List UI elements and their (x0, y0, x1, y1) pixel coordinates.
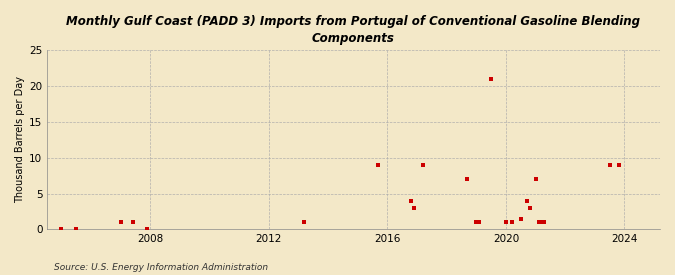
Title: Monthly Gulf Coast (PADD 3) Imports from Portugal of Conventional Gasoline Blend: Monthly Gulf Coast (PADD 3) Imports from… (66, 15, 641, 45)
Point (406, 199, 416, 203)
Point (613, 163, 624, 167)
Point (486, 77, 497, 81)
Point (373, 163, 384, 167)
Point (524, 206, 535, 210)
Y-axis label: Thousand Barrels per Day: Thousand Barrels per Day (15, 76, 25, 203)
Point (521, 199, 532, 203)
Point (462, 177, 472, 182)
Point (56, 226, 67, 231)
Point (474, 220, 485, 224)
Point (515, 216, 526, 221)
Point (71, 226, 82, 231)
Point (471, 220, 482, 224)
Point (142, 226, 153, 231)
Point (500, 220, 511, 224)
Point (408, 206, 419, 210)
Point (539, 220, 550, 224)
Point (533, 220, 544, 224)
Point (530, 177, 541, 182)
Point (536, 220, 547, 224)
Point (418, 163, 429, 167)
Point (115, 220, 126, 224)
Point (299, 220, 310, 224)
Point (127, 220, 138, 224)
Text: Source: U.S. Energy Information Administration: Source: U.S. Energy Information Administ… (54, 263, 268, 272)
Point (604, 163, 615, 167)
Point (506, 220, 517, 224)
